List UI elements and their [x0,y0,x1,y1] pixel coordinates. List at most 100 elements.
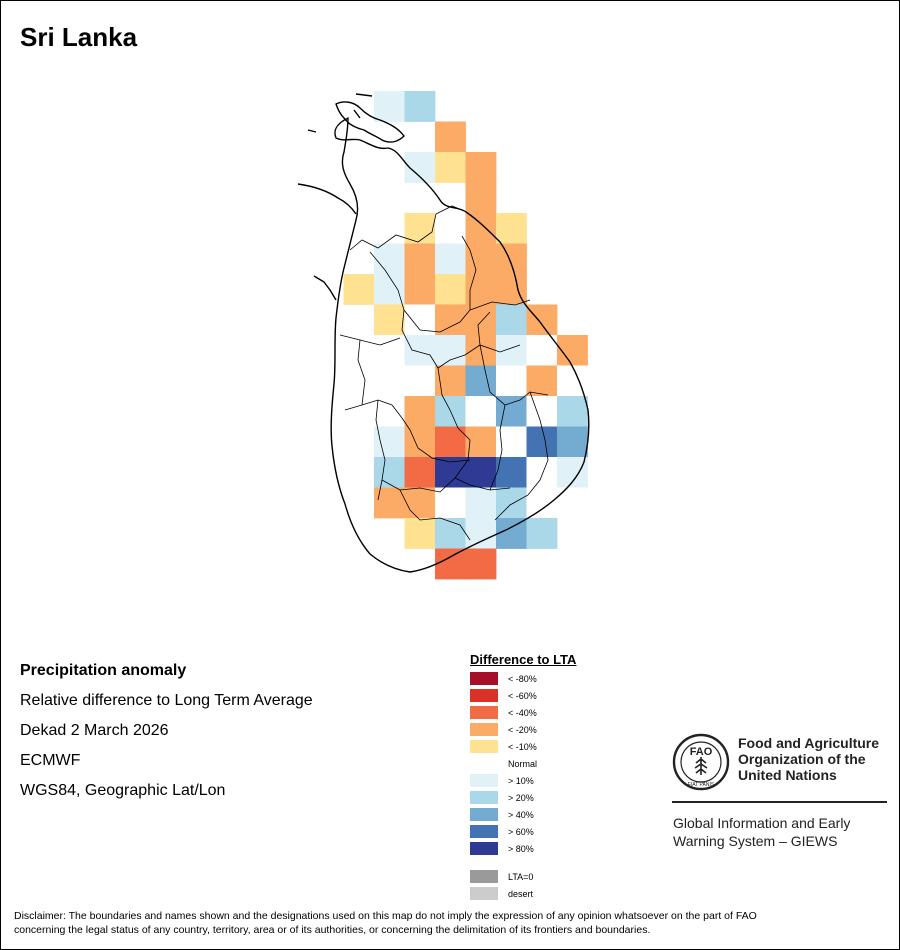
grid-cell-7-2 [374,304,405,336]
grid-cell-10-6 [496,396,527,427]
grid-cell-4-6 [496,213,527,244]
legend-label: < -20% [508,725,537,735]
map-canvas[interactable] [0,0,900,640]
fao-divider [672,801,887,803]
grid-cell-12-2 [374,457,405,488]
legend-label: desert [508,889,534,899]
fao-name-line-2: Organization of the [738,751,866,767]
info-line-2: Dekad 2 March 2026 [20,722,169,739]
grid-cell-3-5 [465,182,497,214]
grid-cell-8-7 [526,335,558,366]
legend-swatch [470,774,498,787]
grid-cell-9-5 [465,365,497,397]
giews-name: Global Information and Early Warning Sys… [673,814,850,850]
fao-logo: FAO FIAT PANIS [672,733,730,791]
fao-logo-letters: FAO [690,746,713,758]
legend-swatch [470,672,498,685]
grid-cell-6-4 [435,274,466,305]
grid-cell-12-6 [496,457,527,488]
grid-cell-9-7 [526,365,558,397]
grid-cell-5-3 [404,243,436,275]
legend-label: < -10% [508,742,537,752]
country-outline [297,93,590,573]
disclaimer-line-2: concerning the legal status of any count… [14,924,651,936]
grid-cell-10-7 [526,396,558,427]
grid-cell-8-4 [435,335,466,366]
giews-line-1: Global Information and Early [673,815,851,831]
grid-cell-9-6 [496,365,527,397]
grid-cell-11-2 [374,426,405,458]
grid-cell-15-4 [435,548,466,580]
grid-cell-10-5 [465,396,497,427]
grid-cell-13-8 [557,487,588,519]
legend-label: > 10% [508,776,534,786]
legend-label: LTA=0 [508,872,534,882]
grid-cell-14-3 [404,518,436,549]
legend-label: < -80% [508,674,537,684]
legend-swatch [470,723,498,736]
legend-swatch [470,808,498,821]
grid-cell-11-3 [404,426,436,458]
grid-cell-8-2 [374,335,405,366]
fao-logo-motto: FIAT PANIS [688,782,715,788]
grid-cell-7-6 [496,304,527,336]
legend: Difference to LTA < -80% < -60% < -40% < -2… [470,652,577,900]
info-line-3: ECMWF [20,752,81,769]
legend-swatch [470,791,498,804]
grid-cell-0-2 [374,91,405,122]
legend-swatch [470,740,498,753]
grid-cell-14-5 [465,518,497,549]
grid-cell-4-3 [404,213,436,244]
disclaimer: Disclaimer: The boundaries and names sho… [14,909,884,937]
anomaly-grid [343,91,588,580]
grid-cell-6-3 [404,274,436,305]
grid-cell-8-6 [496,335,527,366]
grid-cell-14-6 [496,518,527,549]
map-title: Sri Lanka [20,22,138,52]
grid-cell-4-5 [465,213,497,244]
disclaimer-line-1: Disclaimer: The boundaries and names sho… [14,910,757,922]
grid-cell-2-5 [465,152,497,183]
info-heading: Precipitation anomaly [20,662,187,679]
grid-cell-10-2 [374,396,405,427]
grid-cell-13-7 [526,487,558,519]
grid-cell-9-2 [374,365,405,397]
grid-cell-11-7 [526,426,558,458]
grid-cell-9-3 [404,365,436,397]
legend-label: < -40% [508,708,537,718]
info-line-1: Relative difference to Long Term Average [20,692,313,709]
grid-cell-13-4 [435,487,466,519]
grid-cell-14-4 [435,518,466,549]
grid-cell-11-4 [435,426,466,458]
info-line-4: WGS84, Geographic Lat/Lon [20,782,226,799]
grid-cell-6-1 [343,274,375,305]
grid-cell-5-4 [435,243,466,275]
giews-line-2: Warning System – GIEWS [673,833,838,849]
grid-cell-14-7 [526,518,558,549]
grid-cell-7-7 [526,304,558,336]
legend-swatch [470,825,498,838]
legend-swatch [470,870,498,883]
grid-cell-2-4 [435,152,466,183]
grid-cell-12-5 [465,457,497,488]
grid-cell-5-2 [374,243,405,275]
grid-cell-12-3 [404,457,436,488]
grid-cell-6-5 [465,274,497,305]
map-info: Precipitation anomaly Relative differenc… [20,656,313,806]
grid-cell-7-4 [435,304,466,336]
grid-cell-11-5 [465,426,497,458]
grid-cell-10-3 [404,396,436,427]
grid-cell-4-4 [435,213,466,244]
grid-cell-5-6 [496,243,527,275]
legend-title: Difference to LTA [470,652,577,667]
grid-cell-8-3 [404,335,436,366]
legend-label: > 20% [508,793,534,803]
grid-cell-12-7 [526,457,558,488]
fao-name-line-1: Food and Agriculture [738,735,880,751]
grid-cell-1-4 [435,121,466,153]
grid-cell-10-8 [557,396,588,427]
district-boundaries [339,205,549,541]
legend-label: < -60% [508,691,537,701]
grid-cell-6-2 [374,274,405,305]
legend-label: > 80% [508,844,534,854]
